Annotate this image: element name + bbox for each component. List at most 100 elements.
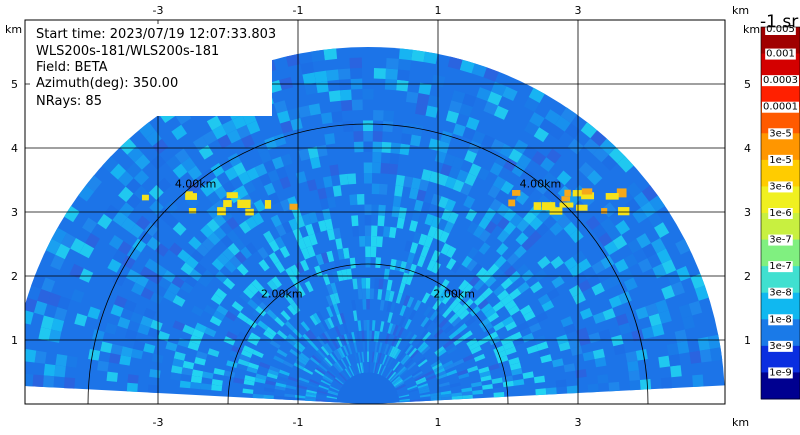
field-cell — [500, 277, 514, 290]
field-cell — [347, 173, 357, 185]
field-cell — [606, 226, 622, 241]
field-cell — [492, 382, 504, 389]
field-cell — [302, 72, 316, 85]
field-cell — [220, 234, 234, 248]
field-cell — [522, 210, 537, 225]
field-cell — [456, 323, 468, 334]
field-cell — [677, 340, 690, 354]
field-cell — [674, 329, 688, 343]
field-cell — [119, 202, 135, 218]
field-cell — [404, 331, 413, 342]
field-cell — [463, 195, 476, 209]
field-cell — [384, 289, 391, 302]
field-cell — [371, 330, 375, 342]
field-cell — [305, 396, 316, 400]
field-cell — [490, 138, 505, 153]
field-cell — [415, 339, 425, 350]
field-cell — [509, 362, 522, 371]
field-cell — [598, 328, 612, 341]
field-cell — [579, 307, 593, 320]
field-cell — [470, 345, 482, 355]
field-cell — [266, 372, 278, 380]
field-cell — [371, 204, 379, 216]
field-cell — [641, 185, 658, 202]
field-cell — [423, 305, 433, 317]
field-cell — [318, 363, 328, 372]
field-cell — [172, 320, 186, 332]
field-cell — [315, 367, 326, 375]
field-cell — [363, 173, 373, 184]
field-cell — [350, 68, 363, 79]
field-cell — [653, 222, 670, 238]
colorbar-label: 1e-7 — [769, 261, 792, 272]
field-cell — [275, 224, 287, 237]
field-cell — [327, 390, 339, 395]
colorbar-label: 1e-6 — [769, 208, 792, 219]
field-cell — [329, 385, 340, 392]
field-cell — [236, 363, 248, 371]
field-cell — [395, 292, 403, 304]
field-cell — [582, 351, 595, 362]
field-cell — [299, 259, 310, 272]
field-cell — [181, 367, 193, 376]
field-cell — [406, 252, 416, 264]
field-cell — [150, 292, 164, 305]
field-cell — [130, 311, 144, 324]
field-cell — [342, 322, 349, 334]
field-cell — [33, 300, 48, 316]
field-cell — [388, 163, 399, 175]
field-cell — [675, 238, 691, 255]
field-cell — [580, 122, 598, 139]
field-cell — [548, 124, 565, 141]
field-cell — [489, 198, 503, 212]
field-cell — [382, 120, 394, 133]
field-cell — [697, 336, 711, 351]
field-cell — [437, 140, 450, 154]
field-cell — [373, 330, 378, 342]
field-cell — [315, 351, 325, 361]
field-cell — [231, 115, 247, 130]
field-cell — [572, 292, 586, 305]
field-cell — [614, 258, 629, 273]
field-cell — [327, 341, 335, 352]
field-cell — [462, 93, 477, 107]
field-cell — [394, 185, 404, 197]
field-cell — [165, 155, 182, 171]
info-box-background — [30, 24, 272, 116]
field-cell — [690, 273, 705, 290]
field-cell — [438, 290, 448, 302]
field-cell — [364, 215, 372, 226]
field-cell — [239, 354, 251, 363]
field-cell — [459, 294, 471, 306]
field-cell — [419, 393, 431, 398]
field-cell — [372, 162, 381, 174]
field-cell — [121, 255, 136, 270]
field-cell — [694, 285, 709, 301]
field-cell — [517, 281, 530, 294]
field-cell — [515, 232, 529, 246]
field-cell — [448, 100, 463, 114]
field-cell — [625, 181, 642, 199]
field-cell — [385, 68, 398, 80]
field-cell — [258, 259, 270, 272]
field-cell — [117, 240, 133, 256]
field-cell — [326, 283, 334, 296]
field-cell — [362, 89, 374, 100]
field-cell — [476, 167, 490, 181]
field-cell — [288, 218, 299, 231]
field-cell — [550, 255, 564, 270]
field-cell — [294, 215, 306, 229]
field-cell — [326, 395, 338, 399]
field-cell — [143, 222, 159, 237]
field-cell — [469, 275, 481, 287]
field-cell — [319, 198, 330, 210]
field-cell — [222, 180, 236, 195]
field-cell — [541, 300, 555, 312]
field-cell — [496, 355, 509, 364]
field-cell — [338, 372, 347, 382]
field-highlight-cell — [559, 202, 574, 208]
field-cell — [117, 170, 134, 187]
field-cell — [387, 322, 394, 334]
field-cell — [570, 345, 583, 356]
field-cell — [402, 122, 414, 135]
